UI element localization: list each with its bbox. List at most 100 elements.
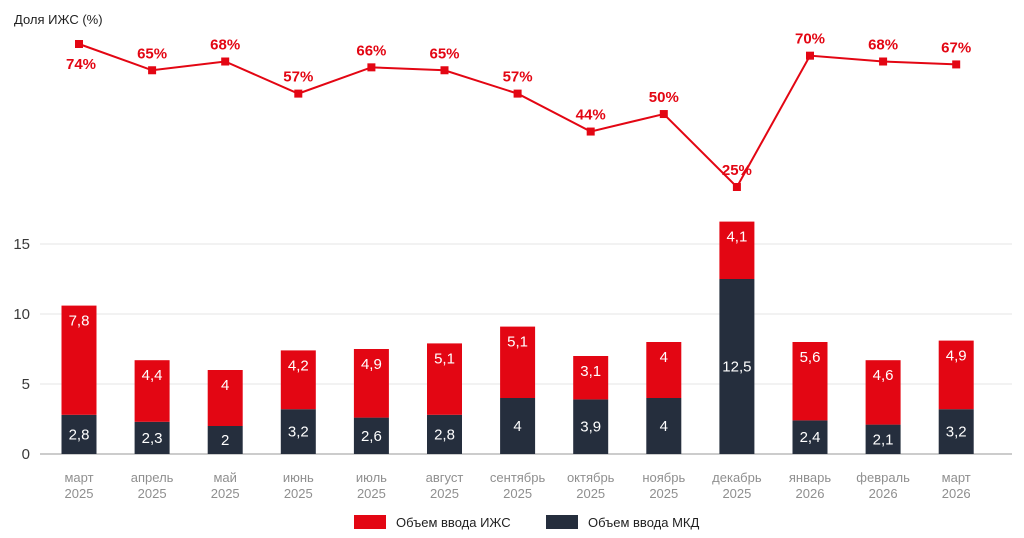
bar-mkd xyxy=(207,426,243,454)
share-marker xyxy=(367,63,376,72)
legend-swatch-izs xyxy=(354,515,386,529)
share-label: 44% xyxy=(576,107,606,124)
bar-izs xyxy=(207,370,243,426)
share-label: 67% xyxy=(941,39,971,56)
legend-label-izs: Объем ввода ИЖС xyxy=(396,515,511,530)
share-label: 68% xyxy=(868,37,898,54)
bar-izs xyxy=(792,342,828,421)
bar-izs xyxy=(646,342,682,398)
bar-izs xyxy=(573,356,609,400)
share-label: 25% xyxy=(722,162,752,179)
bar-izs xyxy=(865,360,901,425)
x-tick-label: октябрь 2025 xyxy=(567,470,615,501)
share-marker xyxy=(440,66,449,75)
share-label: 74% xyxy=(66,56,96,73)
bar-labels: 2,8 7,8 2,3 4,4 2 4 3,2 4,2 2,6 4,9 2,8 5,1 4 5,1 3,9 3… xyxy=(69,229,967,449)
bar-label-mkd: 3,2 xyxy=(288,424,309,441)
y-tick-label: 0 xyxy=(22,446,30,463)
x-tick-label: июль 2025 xyxy=(356,470,387,501)
share-marker xyxy=(952,60,961,69)
bar-izs xyxy=(938,340,974,410)
bar-label-mkd: 3,2 xyxy=(946,424,967,441)
y-axis-ticks: 0 5 10 15 xyxy=(13,236,30,463)
share-marker xyxy=(148,66,157,75)
bar-label-izs: 5,1 xyxy=(434,350,455,367)
x-tick-label: май 2025 xyxy=(211,470,240,501)
bar-label-mkd: 2,8 xyxy=(434,426,455,443)
legend: Объем ввода ИЖС Объем ввода МКД xyxy=(354,515,699,530)
x-tick-label: август 2025 xyxy=(426,470,464,501)
legend-label-mkd: Объем ввода МКД xyxy=(588,515,699,530)
share-line xyxy=(78,43,957,189)
bar-label-izs: 3,1 xyxy=(580,363,601,380)
bar-label-mkd: 2 xyxy=(221,432,229,449)
bar-label-mkd: 2,4 xyxy=(800,429,821,446)
x-tick-label: апрель 2025 xyxy=(131,470,174,501)
share-label: 57% xyxy=(283,69,313,86)
bar-label-izs: 4,9 xyxy=(361,356,382,373)
share-marker xyxy=(294,89,303,98)
share-marker xyxy=(806,51,814,60)
bar-izs xyxy=(280,350,316,410)
bar-mkd xyxy=(865,424,901,454)
share-marker xyxy=(879,57,888,66)
bar-label-izs: 4 xyxy=(660,349,668,366)
share-label: 70% xyxy=(795,31,825,48)
bar-label-mkd: 2,8 xyxy=(69,426,90,443)
share-line-layer: 74% 65% 68% 57% 66% 65% 57% 44% 50% 25% 70% 68% 67% xyxy=(66,31,971,191)
bar-label-mkd: 4 xyxy=(513,418,521,435)
bar-mkd xyxy=(573,399,609,454)
bar-label-mkd: 4 xyxy=(660,418,668,435)
bar-izs xyxy=(353,349,389,418)
x-tick-label: июнь 2025 xyxy=(283,470,314,501)
bar-label-mkd: 2,3 xyxy=(142,430,163,447)
bar-label-izs: 4,6 xyxy=(873,367,894,384)
bar-label-izs: 4,4 xyxy=(142,367,163,384)
bar-izs xyxy=(61,305,97,415)
bar-label-izs: 4,1 xyxy=(726,229,747,246)
share-marker xyxy=(221,57,230,66)
share-marker xyxy=(659,110,668,119)
share-label: 65% xyxy=(429,45,459,62)
bar-label-izs: 5,6 xyxy=(800,349,821,366)
bars xyxy=(61,221,974,454)
x-tick-label: февраль 2026 xyxy=(856,470,910,501)
y-tick-label: 10 xyxy=(13,306,30,323)
bar-mkd xyxy=(61,414,97,454)
bar-label-izs: 4,9 xyxy=(946,348,967,365)
bar-label-mkd: 2,1 xyxy=(873,431,894,448)
share-marker xyxy=(732,183,741,191)
bar-label-izs: 4,2 xyxy=(288,357,309,374)
bar-mkd xyxy=(500,398,536,454)
bar-mkd xyxy=(719,279,755,454)
x-tick-label: январь 2026 xyxy=(789,470,831,501)
x-tick-label: сентябрь 2025 xyxy=(490,470,546,501)
bar-izs xyxy=(500,326,536,398)
bar-mkd xyxy=(134,421,170,454)
bar-izs xyxy=(719,221,755,279)
bar-label-mkd: 3,9 xyxy=(580,419,601,436)
legend-swatch-mkd xyxy=(546,515,578,529)
x-axis-labels: март 2025 апрель 2025 май 2025 июнь 2025 июль 202… xyxy=(64,470,970,501)
y-tick-label: 15 xyxy=(13,236,30,253)
x-tick-label: декабрь 2025 xyxy=(712,470,762,501)
x-tick-label: март 2025 xyxy=(64,470,93,501)
bar-izs xyxy=(134,360,170,422)
y-tick-label: 5 xyxy=(22,376,30,393)
share-marker xyxy=(586,127,595,136)
bar-mkd xyxy=(353,417,389,454)
share-label: 50% xyxy=(649,89,679,106)
bar-mkd xyxy=(938,409,974,454)
share-label: 65% xyxy=(137,45,167,62)
share-axis-title: Доля ИЖС (%) xyxy=(14,12,103,27)
bar-label-mkd: 12,5 xyxy=(722,359,751,376)
share-label: 66% xyxy=(356,42,386,59)
bar-label-izs: 4 xyxy=(221,377,229,394)
bar-izs xyxy=(427,343,462,415)
x-tick-label: март 2026 xyxy=(942,470,971,501)
bar-mkd xyxy=(646,398,682,454)
bar-mkd xyxy=(280,409,316,454)
share-label: 57% xyxy=(503,69,533,86)
share-marker xyxy=(75,40,83,48)
